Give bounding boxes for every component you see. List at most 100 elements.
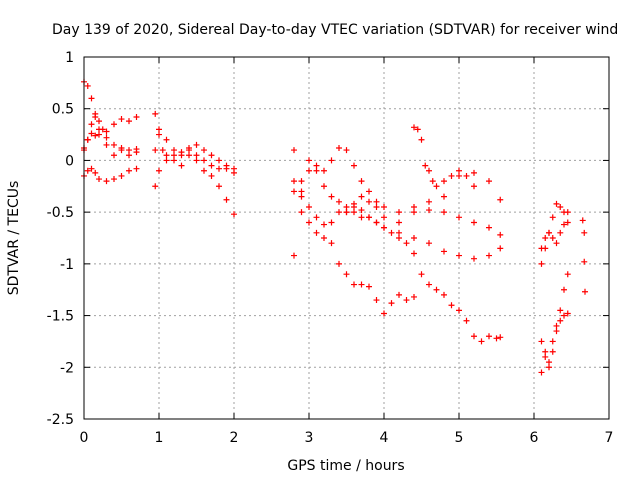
data-point-marker <box>291 252 297 259</box>
data-point-marker <box>306 219 312 226</box>
data-point-marker <box>126 167 132 174</box>
data-point-marker <box>111 152 117 159</box>
data-point-marker <box>343 203 350 210</box>
data-point-marker <box>471 333 477 340</box>
data-point-marker <box>433 286 440 293</box>
data-point-marker <box>201 157 207 164</box>
data-point-marker <box>111 176 117 183</box>
data-point-marker <box>103 134 110 141</box>
data-point-marker <box>88 121 95 128</box>
data-point-marker <box>441 178 447 185</box>
data-point-marker <box>336 260 342 267</box>
data-point-marker <box>411 293 417 300</box>
data-point-marker <box>336 198 342 205</box>
data-point-marker <box>564 209 571 216</box>
data-point-marker <box>178 162 185 169</box>
grid-lines <box>84 57 609 419</box>
data-point-marker <box>426 281 432 288</box>
data-point-marker <box>216 183 222 190</box>
series-sat-q <box>538 271 571 371</box>
data-point-marker <box>84 167 91 174</box>
data-point-marker <box>486 252 492 259</box>
data-point-marker <box>223 162 230 169</box>
data-point-marker <box>557 203 564 210</box>
data-point-marker <box>111 121 117 128</box>
data-point-marker <box>163 152 170 159</box>
data-point-marker <box>553 322 560 329</box>
data-point-marker <box>96 131 102 138</box>
data-point-marker <box>557 317 564 324</box>
data-point-marker <box>381 203 387 210</box>
data-point-marker <box>411 124 417 131</box>
data-point-marker <box>358 178 365 185</box>
data-point-marker <box>441 209 447 216</box>
data-point-marker <box>336 209 342 216</box>
series-sat-i <box>291 188 504 262</box>
x-tick-label: 3 <box>305 430 314 446</box>
data-point-marker <box>351 162 357 169</box>
series-sat-j <box>291 145 504 238</box>
data-point-marker <box>486 178 492 185</box>
data-point-marker <box>171 147 177 154</box>
data-point-marker <box>186 152 192 159</box>
data-point-marker <box>549 338 556 345</box>
data-point-marker <box>581 229 588 236</box>
data-point-marker <box>133 165 140 172</box>
data-point-marker <box>291 188 297 195</box>
data-point-marker <box>208 172 215 179</box>
y-axis-ticks: 1 0.5 0 -0.5 -1 -1.5 -2 -2.5 <box>47 50 609 428</box>
data-point-marker <box>582 288 588 295</box>
y-tick-label: 1 <box>65 50 74 66</box>
data-point-marker <box>471 183 477 190</box>
data-point-marker <box>579 217 586 224</box>
data-point-marker <box>561 221 567 228</box>
data-point-marker <box>471 219 477 226</box>
data-point-marker <box>193 152 200 159</box>
x-axis-ticks: 0 1 2 3 4 5 6 7 <box>80 57 613 446</box>
data-point-marker <box>411 235 417 241</box>
data-point-marker <box>118 147 125 154</box>
data-point-marker <box>178 152 185 159</box>
series-sat-l <box>343 203 504 345</box>
data-point-marker <box>343 271 350 278</box>
data-point-marker <box>313 229 320 236</box>
data-point-marker <box>426 240 432 247</box>
data-point-marker <box>306 157 312 164</box>
data-point-marker <box>456 252 462 259</box>
data-point-marker <box>306 167 312 174</box>
y-tick-label: -2 <box>60 360 74 376</box>
series-sat-c <box>81 130 140 159</box>
data-point-marker <box>88 95 95 102</box>
data-point-marker <box>321 167 327 174</box>
data-point-marker <box>298 193 305 200</box>
data-point-marker <box>343 209 350 216</box>
data-point-marker <box>366 198 372 205</box>
data-point-marker <box>133 149 140 156</box>
data-point-marker <box>448 172 455 179</box>
data-point-marker <box>388 300 395 307</box>
y-tick-label: -1.5 <box>47 309 74 325</box>
data-point-marker <box>156 126 162 133</box>
data-point-marker <box>396 291 402 298</box>
x-axis-label: GPS time / hours <box>287 458 404 474</box>
data-point-marker <box>441 291 447 298</box>
series-sat-n <box>538 200 571 267</box>
data-point-marker <box>546 359 552 366</box>
x-tick-label: 1 <box>155 430 164 446</box>
data-point-marker <box>321 183 327 190</box>
data-point-marker <box>366 283 372 290</box>
data-point-marker <box>216 157 222 164</box>
data-point-marker <box>351 203 357 210</box>
data-point-marker <box>328 219 335 226</box>
data-point-marker <box>92 113 99 120</box>
data-point-marker <box>463 317 470 324</box>
data-point-marker <box>193 141 200 148</box>
data-point-marker <box>298 188 305 195</box>
data-point-marker <box>84 136 91 143</box>
data-point-marker <box>441 193 447 200</box>
data-point-marker <box>456 214 462 221</box>
data-point-marker <box>546 229 552 236</box>
data-point-marker <box>358 207 365 214</box>
data-point-marker <box>471 169 477 176</box>
